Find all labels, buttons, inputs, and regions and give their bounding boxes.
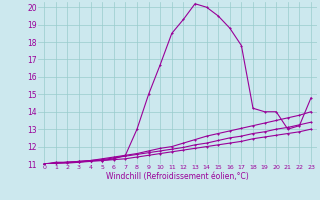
X-axis label: Windchill (Refroidissement éolien,°C): Windchill (Refroidissement éolien,°C) (106, 172, 249, 181)
